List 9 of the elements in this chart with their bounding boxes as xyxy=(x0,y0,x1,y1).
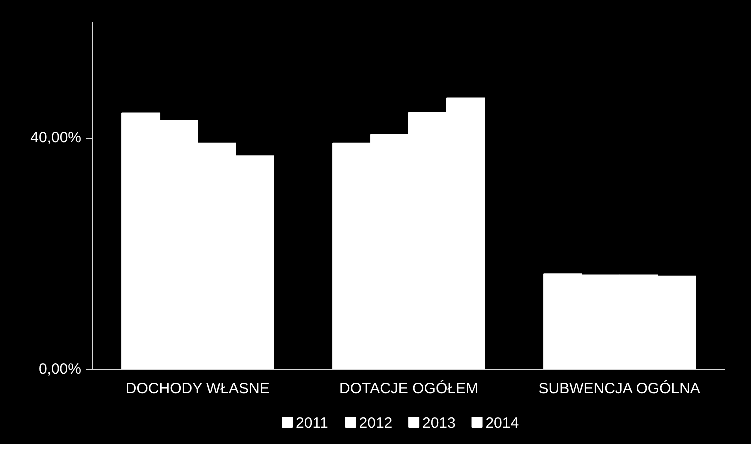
legend-label: 2014 xyxy=(486,415,520,432)
y-tick-label: 0,00% xyxy=(38,361,82,378)
x-tick-label: DOTACJE OGÓŁEM xyxy=(340,380,478,398)
legend-label: 2012 xyxy=(359,415,393,432)
y-tick-label: 40,00% xyxy=(30,130,82,147)
x-tick-label: DOCHODY WŁASNE xyxy=(126,380,270,398)
x-tick-label: SUBWENCJA OGÓLNA xyxy=(538,380,700,398)
legend-label: 2011 xyxy=(296,415,328,432)
legend-label: 2013 xyxy=(422,415,456,432)
